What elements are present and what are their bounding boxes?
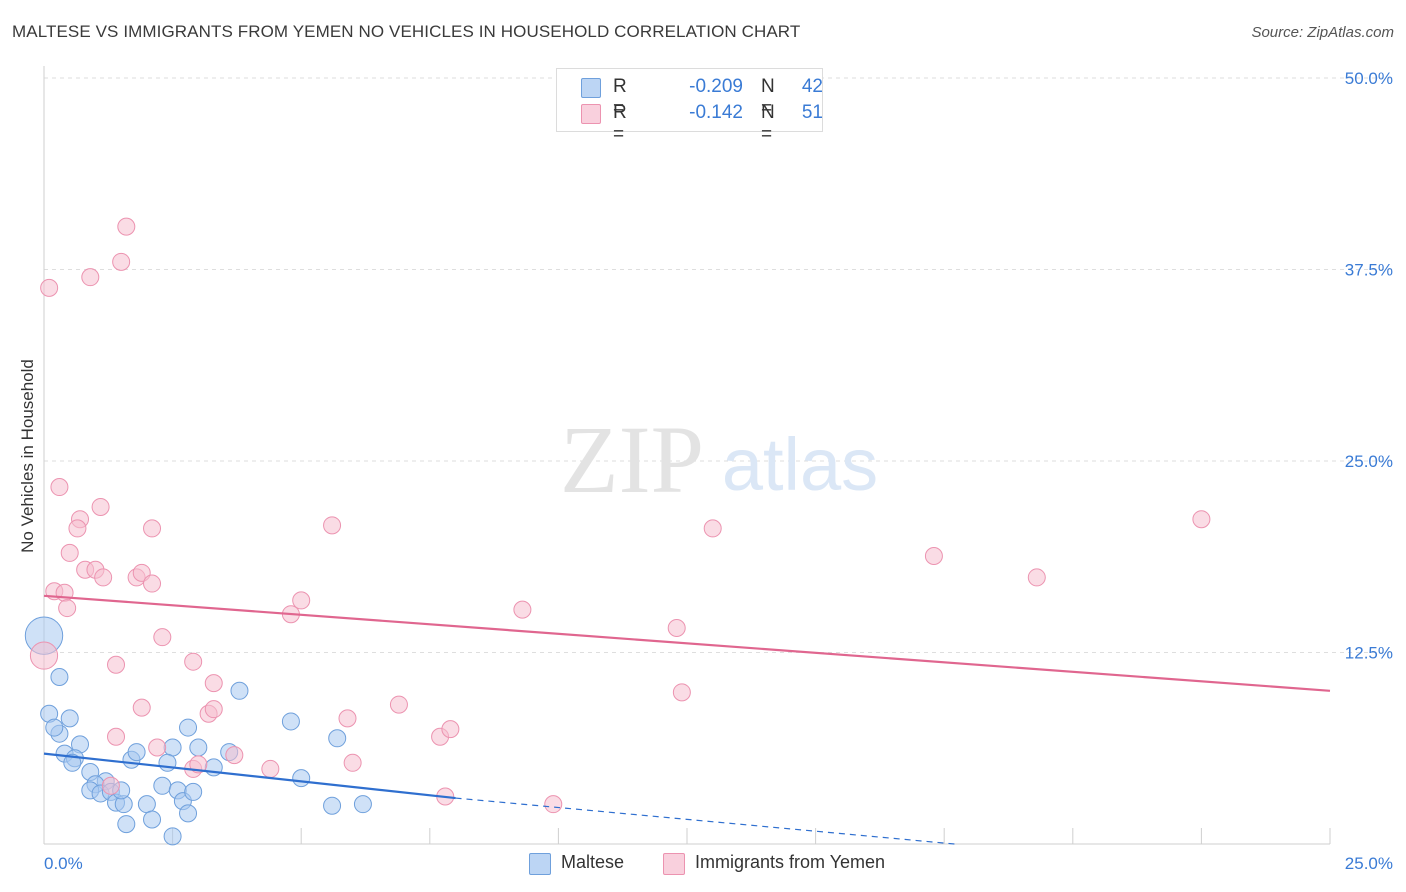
yemen-point (107, 655, 126, 674)
yemen-point (225, 746, 244, 765)
maltese-point (179, 804, 198, 823)
yemen-point (117, 217, 136, 236)
maltese-point (127, 743, 146, 762)
yemen-point (184, 652, 203, 671)
maltese-point (163, 827, 182, 846)
source-credit: Source: ZipAtlas.com (1251, 24, 1394, 41)
yemen-point (204, 674, 223, 693)
legend-r-label: R = (613, 102, 627, 145)
data-points (24, 217, 1211, 846)
yemen-point (544, 795, 563, 814)
yemen-trend-line (43, 594, 1331, 692)
maltese-point (50, 668, 69, 687)
yemen-point (1027, 568, 1046, 587)
yemen-label: Immigrants from Yemen (695, 852, 886, 872)
yemen-point (143, 519, 162, 538)
legend-n-label: N = (761, 102, 775, 145)
yemen-point (204, 700, 223, 719)
yemen-point (29, 641, 59, 670)
maltese-point (230, 681, 249, 700)
maltese-swatch (529, 853, 551, 875)
legend-r-label: R = (613, 76, 627, 119)
legend-r-value: -0.142 (689, 102, 743, 123)
legend-n-value: 51 (801, 102, 823, 123)
yemen-point (101, 776, 120, 795)
yemen-point (343, 753, 362, 772)
chart-title: MALTESE VS IMMIGRANTS FROM YEMEN NO VEHI… (12, 22, 801, 41)
yemen-point (1192, 510, 1211, 529)
yemen-point (703, 519, 722, 538)
legend-n-value: 42 (801, 76, 823, 97)
maltese-trend-line (43, 752, 456, 800)
maltese-trend-extension (455, 797, 955, 845)
maltese-point (353, 795, 372, 814)
x-tick-label-max: 25.0% (1345, 854, 1393, 873)
maltese-point (189, 738, 208, 757)
maltese-point (45, 718, 64, 737)
yemen-point (132, 698, 151, 717)
watermark-atlas: atlas (722, 423, 878, 506)
y-tick-label: 50.0% (1345, 69, 1393, 88)
maltese-point (60, 709, 79, 728)
yemen-point (112, 252, 131, 271)
yemen-point (672, 683, 691, 702)
yemen-point (513, 600, 532, 619)
yemen-point (338, 709, 357, 728)
yemen-point (441, 720, 460, 739)
yemen-point (58, 599, 77, 618)
maltese-point (137, 795, 156, 814)
maltese-point (163, 738, 182, 757)
yemen-point (261, 759, 280, 778)
x-tick-label-min: 0.0% (44, 854, 83, 873)
yemen-point (91, 497, 110, 516)
y-tick-label: 12.5% (1345, 644, 1393, 663)
yemen-point (68, 519, 87, 538)
yemen-point (81, 268, 100, 287)
yemen-point (40, 278, 59, 297)
maltese-point (153, 776, 172, 795)
yemen-point (389, 695, 408, 714)
maltese-point (63, 753, 82, 772)
maltese-label: Maltese (561, 852, 625, 872)
maltese-point (117, 815, 136, 834)
yemen-point (50, 478, 69, 497)
maltese-point (143, 810, 162, 829)
legend-r-value: -0.209 (689, 76, 743, 97)
yemen-point (107, 727, 126, 746)
legend-swatch-yemen (581, 104, 601, 124)
yemen-point (323, 516, 342, 535)
maltese-point (328, 729, 347, 748)
maltese-point (323, 796, 342, 815)
yemen-point (924, 546, 943, 565)
yemen-point (143, 574, 162, 593)
yemen-point (189, 755, 208, 774)
yemen-point (148, 738, 167, 757)
yemen-point (94, 568, 113, 587)
tick-labels: 12.5% 25.0% 37.5% 50.0% 0.0% 25.0% (44, 69, 1393, 873)
legend-n-label: N = (761, 76, 775, 119)
yemen-point (60, 543, 79, 562)
maltese-point (281, 712, 300, 731)
maltese-point (179, 718, 198, 737)
yemen-point (292, 591, 311, 610)
maltese-point (158, 753, 177, 772)
maltese-point (292, 769, 311, 788)
maltese-point (184, 782, 203, 801)
legend-swatch-maltese (581, 78, 601, 98)
trend-lines (43, 594, 1331, 845)
y-tick-label: 37.5% (1345, 261, 1393, 280)
yemen-point (153, 628, 172, 647)
yemen-point (667, 618, 686, 637)
correlation-legend: R = -0.209 N = 42 R = -0.142 N = 51 (556, 68, 823, 145)
watermark-zip: ZIP (560, 406, 704, 513)
yemen-swatch (663, 853, 685, 875)
gridlines (44, 77, 1392, 653)
y-tick-label: 25.0% (1345, 452, 1393, 471)
